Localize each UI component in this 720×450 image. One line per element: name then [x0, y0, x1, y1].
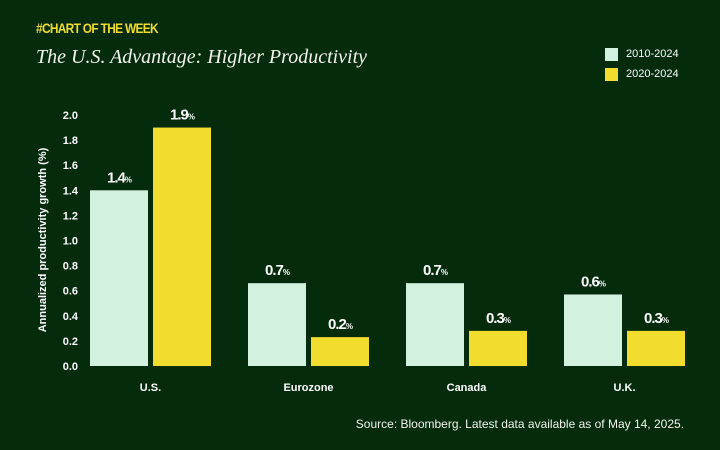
y-tick-label: 1.4: [63, 185, 79, 197]
chart-title: The U.S. Advantage: Higher Productivity: [36, 46, 368, 68]
x-tick-label: U.K.: [614, 382, 636, 394]
y-tick-label: 1.0: [63, 236, 78, 248]
y-tick-label: 0.0: [63, 361, 78, 373]
x-tick-label: U.S.: [140, 382, 161, 394]
data-label: 0.7%: [423, 262, 448, 279]
data-label: 0.7%: [265, 262, 290, 279]
y-tick-label: 0.6: [63, 286, 78, 298]
bar-Eurozone-2020-2024: [311, 337, 369, 366]
data-label: 0.2%: [328, 316, 353, 333]
y-tick-label: 1.6: [63, 160, 78, 172]
x-tick-label: Canada: [447, 382, 488, 394]
y-axis-label: Annualized productivity growth (%): [37, 147, 49, 332]
bar-Eurozone-2010-2024: [248, 283, 306, 366]
bar-Canada-2010-2024: [406, 283, 464, 366]
data-label: 0.3%: [486, 310, 511, 327]
bar-U.S.-2010-2024: [90, 190, 148, 366]
y-tick-label: 0.2: [63, 336, 78, 348]
legend-swatch: [605, 67, 618, 81]
legend-label: 2020-2024: [626, 68, 679, 80]
data-label: 1.4%: [107, 169, 132, 186]
data-label: 0.3%: [644, 310, 669, 327]
y-tick-label: 0.4: [63, 311, 79, 323]
data-label: 0.6%: [581, 273, 606, 290]
y-tick-label: 1.2: [63, 210, 78, 222]
bar-U.K.-2020-2024: [627, 330, 685, 366]
source-note: Source: Bloomberg. Latest data available…: [355, 417, 684, 431]
legend-item-2020: 2020-2024: [605, 64, 679, 84]
y-tick-label: 0.8: [63, 261, 78, 273]
legend-label: 2010-2024: [626, 48, 679, 60]
data-label: 1.9%: [170, 107, 195, 124]
y-tick-label: 2.0: [63, 110, 78, 122]
y-tick-label: 1.8: [63, 135, 78, 147]
bar-Canada-2020-2024: [469, 330, 527, 366]
bar-U.S.-2020-2024: [153, 127, 211, 366]
bar-U.K.-2010-2024: [564, 294, 622, 366]
x-tick-label: Eurozone: [283, 382, 333, 394]
kicker: #CHART OF THE WEEK: [36, 20, 159, 36]
legend: 2010-2024 2020-2024: [605, 44, 679, 84]
legend-swatch: [605, 47, 618, 61]
legend-item-2010: 2010-2024: [605, 44, 679, 64]
